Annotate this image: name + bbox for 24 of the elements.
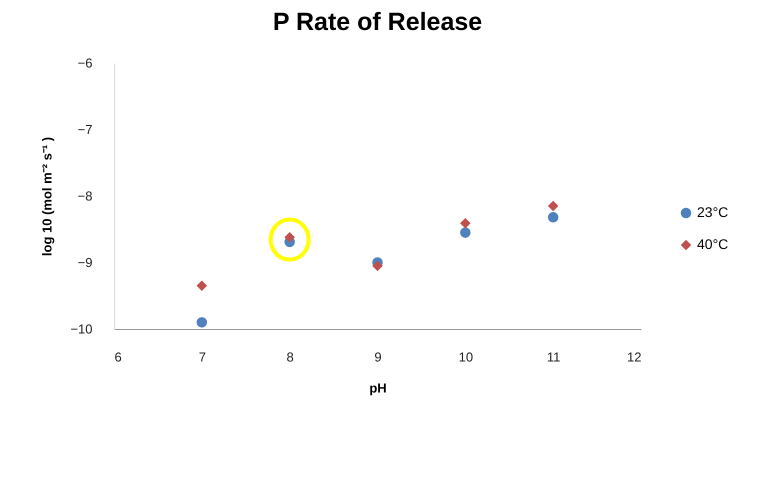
point <box>196 317 208 328</box>
y-tick-label: −7 <box>78 122 92 137</box>
point <box>548 212 558 223</box>
point <box>548 200 558 212</box>
y-tick-label: −10 <box>70 322 92 336</box>
x-tick-label: 6 <box>114 350 122 364</box>
x-tick-label: 11 <box>546 350 560 364</box>
x-tick-label: 10 <box>458 350 474 364</box>
x-tick-label: 7 <box>198 350 206 364</box>
point <box>460 227 471 238</box>
x-tick-label: 8 <box>286 350 294 364</box>
point <box>196 280 208 292</box>
y-tick-label: −8 <box>78 188 92 204</box>
y-tick-label: −9 <box>78 255 92 270</box>
y-axis-title: log 10 (mol m⁻² s⁻¹ ) <box>39 136 54 256</box>
legend-label: 40°C <box>697 236 728 252</box>
y-tick-label: −6 <box>78 56 92 70</box>
x-tick-label: 12 <box>627 350 642 364</box>
legend-label: 23°C <box>697 204 728 220</box>
point <box>372 260 383 272</box>
x-axis-title: pH <box>369 380 387 396</box>
x-tick-label: 9 <box>374 350 382 364</box>
chart-title: P Rate of Release <box>272 8 482 36</box>
point <box>460 218 471 229</box>
